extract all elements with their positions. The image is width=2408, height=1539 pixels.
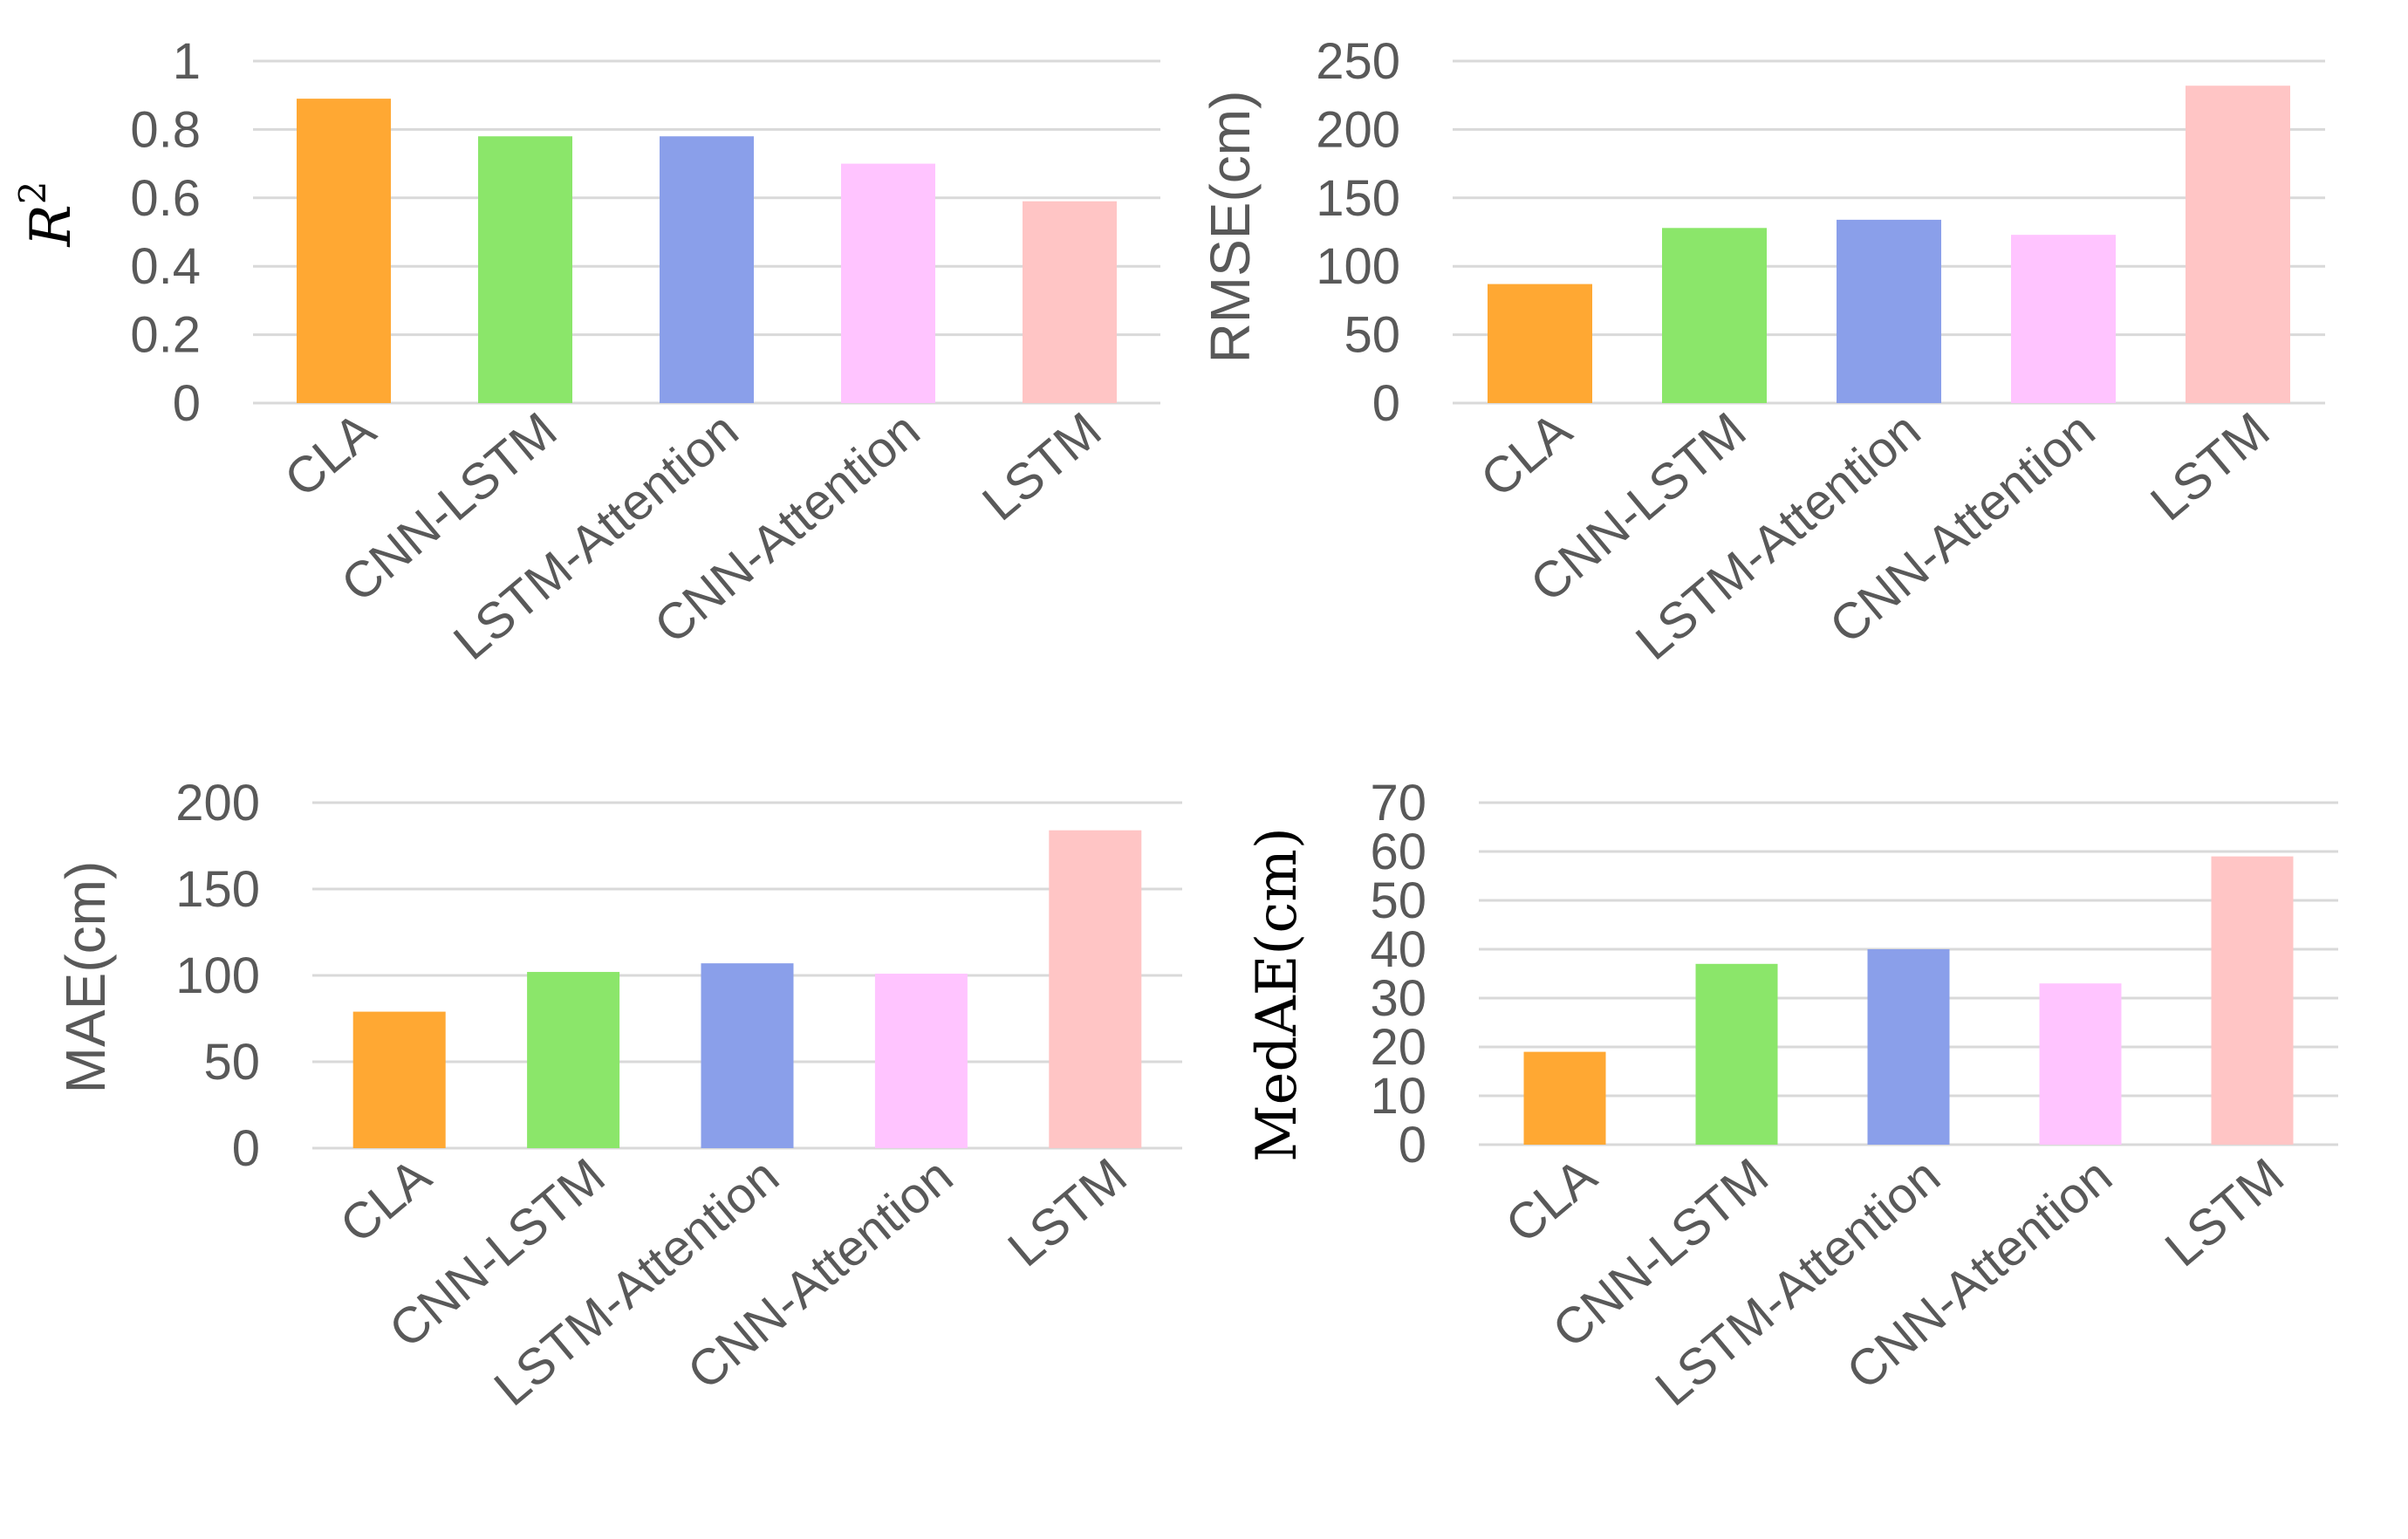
y-tick-label: 70: [1370, 775, 1426, 831]
bar-cnn-lstm: [1662, 228, 1767, 403]
bar-cnn-attention: [841, 163, 935, 403]
y-axis-title: MAE(cm): [54, 861, 117, 1094]
bar-lstm-attention: [701, 963, 794, 1148]
bar-cnn-lstm: [1695, 963, 1778, 1145]
medae-chart: 010203040506070CLACNN-LSTMLSTM-Attention…: [1245, 775, 2338, 1417]
bar-lstm-attention: [660, 136, 754, 404]
y-tick-label: 0.8: [130, 101, 201, 158]
bar-lstm: [1023, 201, 1117, 403]
x-tick-label-cla: CLA: [1470, 401, 1582, 509]
y-tick-label: 0.4: [130, 238, 201, 295]
bar-cla: [352, 1011, 446, 1148]
bar-lstm: [2211, 856, 2294, 1145]
y-tick-label: 250: [1316, 33, 1400, 90]
y-tick-label: 150: [1316, 170, 1400, 227]
bar-lstm: [1049, 830, 1142, 1148]
y-tick-label: 20: [1370, 1019, 1426, 1076]
x-tick-label-cla: CLA: [330, 1147, 441, 1255]
bar-lstm-attention: [1867, 949, 1950, 1145]
bar-cnn-attention: [2039, 983, 2122, 1145]
bar-cnn-lstm: [478, 136, 572, 404]
y-tick-label: 50: [1370, 872, 1426, 929]
mae-chart: 050100150200CLACNN-LSTMLSTM-AttentionCNN…: [54, 775, 1182, 1417]
y-tick-label: 150: [175, 861, 260, 918]
x-tick-label-lstm: LSTM: [972, 401, 1112, 531]
y-tick-label: 30: [1370, 970, 1426, 1027]
y-axis-title: R2: [11, 181, 84, 248]
y-tick-label: 200: [1316, 101, 1400, 158]
r2-chart: 00.20.40.60.81CLACNN-LSTMLSTM-AttentionC…: [11, 33, 1160, 671]
y-tick-label: 200: [175, 775, 260, 831]
y-tick-label: 50: [1344, 307, 1400, 364]
bar-cnn-lstm: [527, 972, 620, 1148]
bar-cla: [1488, 284, 1592, 403]
y-tick-label: 100: [175, 947, 260, 1004]
bar-cla: [1523, 1051, 1606, 1145]
y-tick-label: 0: [1372, 375, 1400, 432]
y-tick-label: 0: [1399, 1117, 1426, 1173]
y-tick-label: 50: [203, 1034, 260, 1091]
x-tick-label-cla: CLA: [1495, 1147, 1607, 1255]
x-tick-label-lstm-attention: LSTM-Attention: [1645, 1147, 1950, 1417]
y-tick-label: 60: [1370, 824, 1426, 880]
y-tick-label: 10: [1370, 1068, 1426, 1125]
y-axis-title: MedAE(cm): [1245, 827, 1310, 1162]
y-tick-label: 0.2: [130, 307, 201, 364]
bar-lstm-attention: [1837, 219, 1941, 403]
y-tick-label: 100: [1316, 238, 1400, 295]
x-tick-label-lstm: LSTM: [997, 1147, 1137, 1277]
x-tick-label-lstm: LSTM: [2155, 1147, 2295, 1277]
x-tick-label-cla: CLA: [274, 401, 386, 509]
y-tick-label: 0: [232, 1120, 260, 1177]
rmse-chart: 050100150200250CLACNN-LSTMLSTM-Attention…: [1199, 33, 2325, 671]
bar-cla: [297, 99, 391, 404]
y-axis-title: RMSE(cm): [1199, 91, 1262, 364]
bar-cnn-attention: [874, 974, 968, 1148]
bar-cnn-attention: [2011, 235, 2116, 403]
x-tick-label-lstm: LSTM: [2140, 401, 2280, 531]
y-tick-label: 0.6: [130, 170, 201, 227]
y-tick-label: 40: [1370, 921, 1426, 978]
y-tick-label: 1: [173, 33, 201, 90]
bar-lstm: [2186, 86, 2290, 403]
y-tick-label: 0: [173, 375, 201, 432]
